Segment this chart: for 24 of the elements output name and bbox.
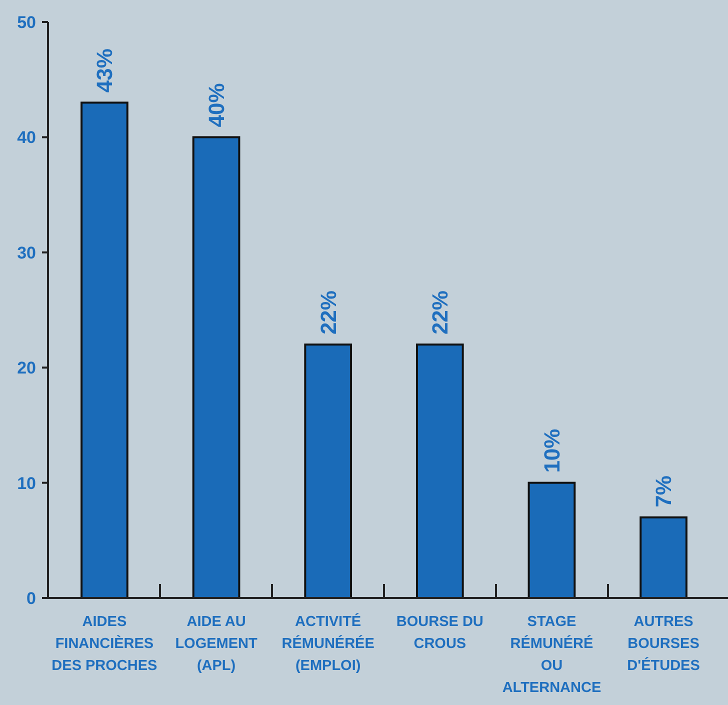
y-tick-label: 20: [17, 358, 36, 378]
y-tick-label: 0: [26, 588, 36, 608]
bar: [528, 482, 576, 599]
bar: [640, 516, 688, 599]
y-tick-label: 50: [17, 12, 36, 32]
data-label: 22%: [316, 290, 341, 335]
data-label: 22%: [428, 290, 453, 335]
bar: [416, 344, 464, 599]
x-tick-label: AIDES FINANCIÈRES DES PROCHES: [52, 614, 158, 674]
x-tick-label: AIDE AU LOGEMENT (APL): [175, 614, 258, 674]
data-label: 43%: [92, 48, 118, 93]
x-tick-label: BOURSE DU CROUS: [396, 614, 484, 652]
data-label: 40%: [204, 83, 229, 128]
x-tick-label: STAGE RÉMUNÉRÉ OU ALTERNANCE: [502, 614, 602, 696]
bar: [304, 344, 352, 599]
data-label: 7%: [651, 476, 676, 508]
data-label: 10%: [539, 428, 564, 473]
x-tick-label: AUTRES BOURSES D'ÉTUDES: [627, 614, 700, 674]
bar: [80, 102, 128, 599]
y-tick-label: 10: [17, 474, 36, 493]
x-tick-label: ACTIVITÉ RÉMUNÉRÉE (EMPLOI): [282, 613, 375, 674]
y-tick-label: 40: [17, 128, 36, 148]
bar: [192, 136, 240, 599]
y-tick-label: 30: [17, 243, 36, 262]
